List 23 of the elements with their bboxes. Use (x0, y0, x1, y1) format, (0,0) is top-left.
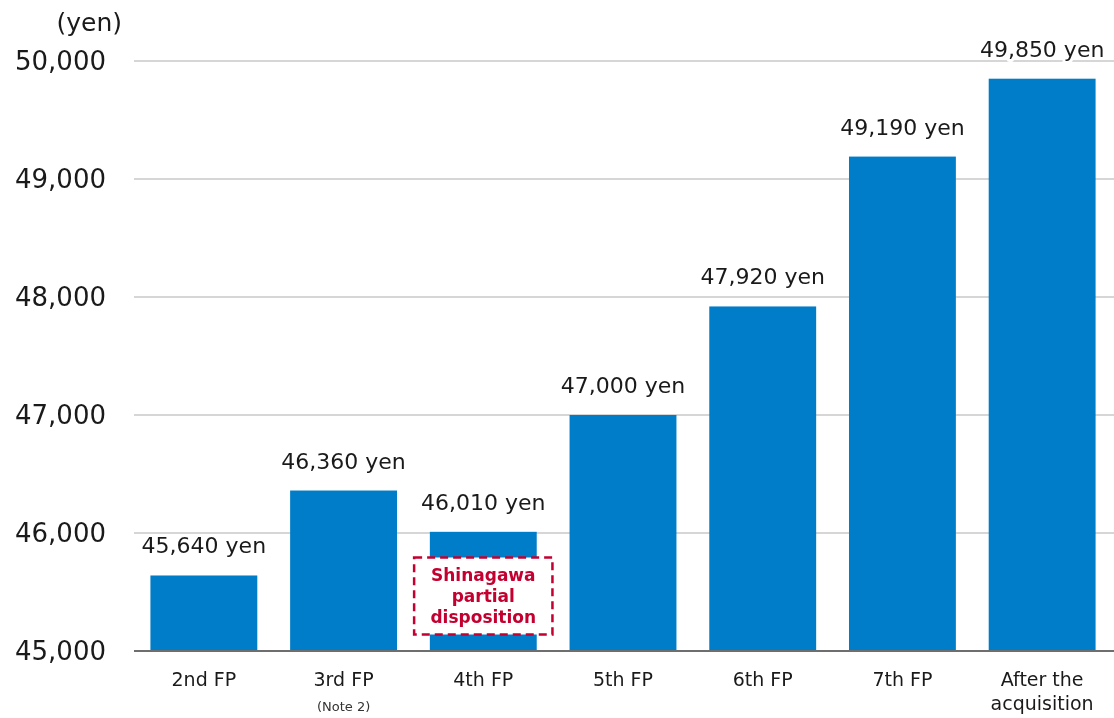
data-label: 49,850 yen (979, 36, 1105, 62)
x-tick-label: 4th FP (453, 668, 514, 690)
annotation: Shinagawa partial disposition (430, 564, 537, 627)
x-tick-label: 7th FP (872, 668, 933, 690)
x-tick-label: After the acquisition (990, 668, 1094, 714)
y-tick-label: 46,000 (15, 518, 106, 549)
data-label: 46,360 yen (281, 448, 406, 474)
data-label: 49,190 yen (840, 114, 965, 140)
y-tick-label: 50,000 (15, 46, 106, 77)
x-tick-label: 5th FP (592, 668, 654, 690)
y-axis-title: (yen) (56, 8, 122, 37)
data-label: 47,000 yen (560, 373, 686, 398)
y-tick-label: 48,000 (15, 282, 106, 313)
x-tick-label: 6th FP (732, 668, 793, 690)
text: (Note 2) (316, 699, 371, 714)
data-label: 47,920 yen (700, 264, 825, 290)
y-tick-label: 49,000 (15, 164, 106, 195)
y-tick-label: 45,000 (15, 636, 106, 667)
y-tick-label: 47,000 (15, 400, 106, 431)
data-label: 46,010 yen (421, 489, 546, 515)
x-tick-label: 3rd FP (313, 668, 374, 690)
x-tick-label: 2nd FP (171, 668, 237, 690)
data-label: 45,640 yen (141, 533, 267, 559)
